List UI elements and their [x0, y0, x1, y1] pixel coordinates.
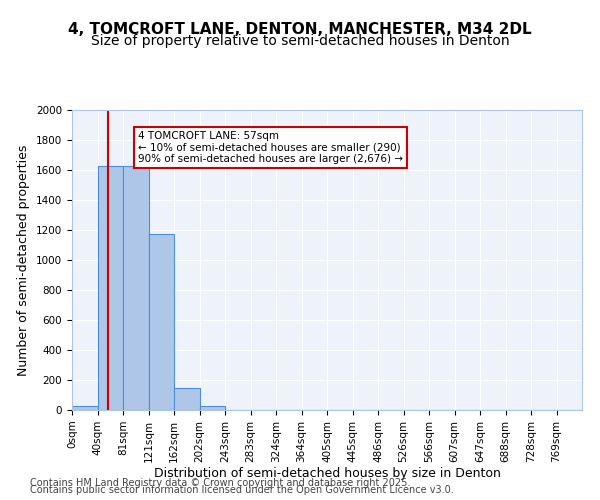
Text: 4 TOMCROFT LANE: 57sqm
← 10% of semi-detached houses are smaller (290)
90% of se: 4 TOMCROFT LANE: 57sqm ← 10% of semi-det…: [139, 131, 403, 164]
Bar: [199, 406, 225, 410]
Text: Size of property relative to semi-detached houses in Denton: Size of property relative to semi-detach…: [91, 34, 509, 48]
Bar: [123, 166, 149, 410]
Text: 4, TOMCROFT LANE, DENTON, MANCHESTER, M34 2DL: 4, TOMCROFT LANE, DENTON, MANCHESTER, M3…: [68, 22, 532, 38]
Bar: [97, 166, 123, 410]
X-axis label: Distribution of semi-detached houses by size in Denton: Distribution of semi-detached houses by …: [154, 468, 500, 480]
Text: Contains HM Land Registry data © Crown copyright and database right 2025.: Contains HM Land Registry data © Crown c…: [30, 478, 410, 488]
Bar: [72, 406, 97, 410]
Bar: [149, 234, 174, 410]
Y-axis label: Number of semi-detached properties: Number of semi-detached properties: [17, 144, 31, 376]
Bar: [174, 388, 199, 410]
Text: Contains public sector information licensed under the Open Government Licence v3: Contains public sector information licen…: [30, 485, 454, 495]
